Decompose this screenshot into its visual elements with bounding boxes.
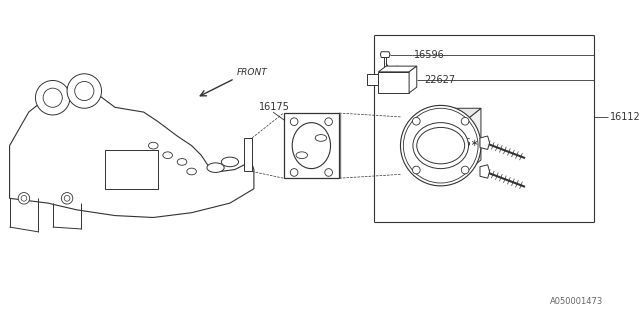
Text: 16596: 16596 bbox=[414, 50, 445, 60]
Circle shape bbox=[461, 166, 469, 174]
Ellipse shape bbox=[316, 135, 326, 141]
Circle shape bbox=[43, 88, 62, 107]
Circle shape bbox=[461, 117, 469, 125]
Circle shape bbox=[401, 105, 481, 186]
Circle shape bbox=[413, 166, 420, 174]
Polygon shape bbox=[467, 108, 481, 172]
Text: 16175: 16175 bbox=[259, 102, 289, 112]
Polygon shape bbox=[367, 74, 378, 85]
Text: A050001473: A050001473 bbox=[550, 297, 604, 306]
Circle shape bbox=[61, 193, 73, 204]
Text: 0104S∗E: 0104S∗E bbox=[441, 138, 486, 148]
Ellipse shape bbox=[177, 159, 187, 165]
Circle shape bbox=[67, 74, 102, 108]
Circle shape bbox=[324, 118, 332, 125]
Polygon shape bbox=[409, 66, 417, 93]
Polygon shape bbox=[415, 108, 481, 120]
Bar bbox=[106, 150, 158, 189]
Circle shape bbox=[64, 196, 70, 201]
Text: 16112: 16112 bbox=[611, 112, 640, 122]
Polygon shape bbox=[284, 113, 339, 178]
Polygon shape bbox=[480, 165, 490, 178]
Ellipse shape bbox=[417, 127, 465, 164]
Circle shape bbox=[413, 117, 420, 125]
Circle shape bbox=[21, 196, 27, 201]
Polygon shape bbox=[10, 88, 254, 218]
Ellipse shape bbox=[292, 123, 330, 169]
Bar bbox=[244, 138, 252, 172]
Polygon shape bbox=[378, 72, 409, 93]
Text: FRONT: FRONT bbox=[237, 68, 268, 77]
Ellipse shape bbox=[221, 157, 239, 167]
Circle shape bbox=[291, 118, 298, 125]
Circle shape bbox=[75, 81, 94, 100]
Ellipse shape bbox=[207, 163, 224, 172]
Polygon shape bbox=[380, 52, 390, 58]
Text: 22627: 22627 bbox=[424, 75, 456, 84]
Ellipse shape bbox=[163, 152, 172, 159]
Circle shape bbox=[18, 193, 29, 204]
Polygon shape bbox=[480, 136, 490, 149]
Ellipse shape bbox=[187, 168, 196, 175]
Circle shape bbox=[291, 169, 298, 176]
Circle shape bbox=[324, 169, 332, 176]
Polygon shape bbox=[378, 66, 417, 72]
Ellipse shape bbox=[148, 142, 158, 149]
Circle shape bbox=[35, 81, 70, 115]
Ellipse shape bbox=[413, 123, 468, 169]
Ellipse shape bbox=[296, 152, 308, 159]
